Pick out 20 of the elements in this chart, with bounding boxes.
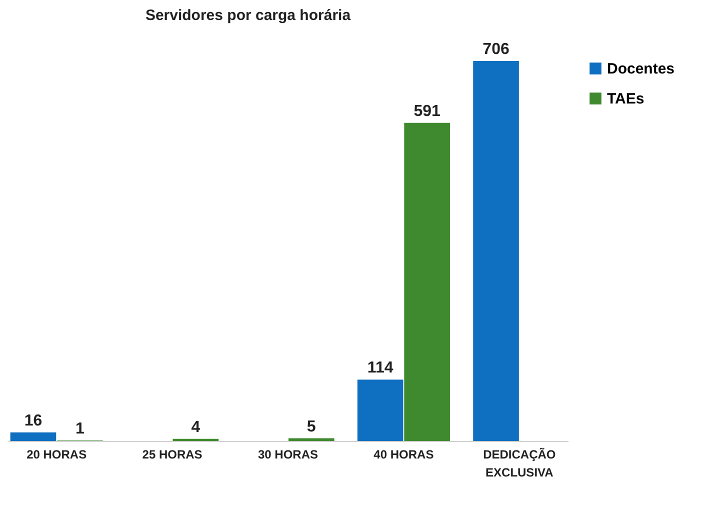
data-label: 114 — [367, 360, 394, 377]
legend-label: Docentes — [607, 60, 675, 78]
bar — [473, 61, 519, 441]
x-tick-label: 40 HORAS — [374, 448, 434, 462]
data-label: 591 — [414, 102, 441, 120]
bar — [288, 438, 334, 441]
bar — [357, 380, 404, 441]
data-label: 16 — [24, 412, 42, 430]
legend-label: TAEs — [607, 90, 644, 108]
data-label: 4 — [191, 418, 200, 436]
data-label: 1 — [76, 420, 85, 438]
data-label: 5 — [306, 418, 316, 436]
chart-title: Servidores por carga horária — [145, 7, 352, 24]
x-tick-label: 30 HORAS — [258, 448, 318, 462]
x-tick-label: 25 HORAS — [142, 448, 202, 462]
bar — [10, 432, 56, 441]
data-label: 706 — [482, 41, 510, 58]
bar — [404, 122, 450, 441]
x-tick-label: DEDICAÇÃO EXCLUSIVA — [483, 448, 556, 480]
x-tick-label: 20 HORAS — [26, 448, 87, 462]
